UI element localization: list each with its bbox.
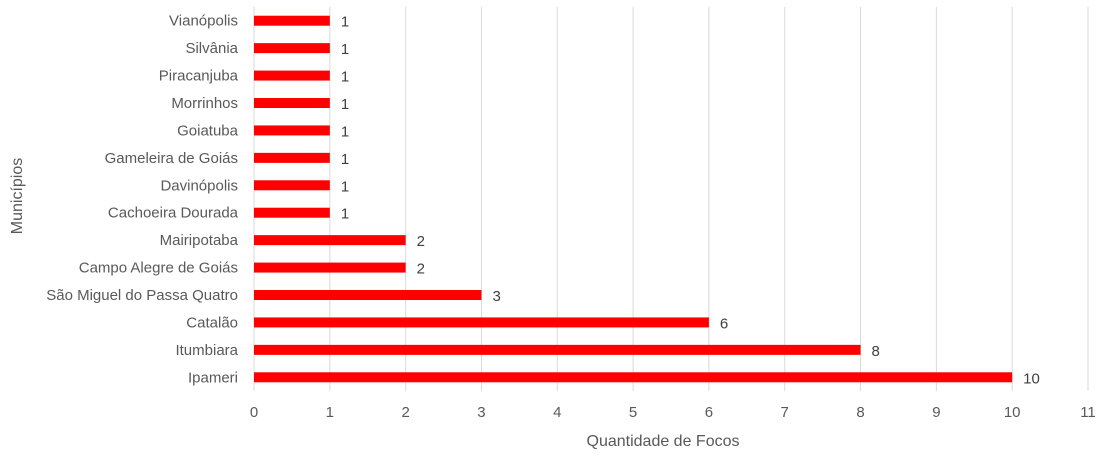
x-tick-label: 4 (553, 404, 561, 421)
data-label: 3 (492, 288, 500, 305)
data-label: 1 (341, 151, 349, 168)
bar (254, 317, 709, 328)
x-tick-label: 1 (326, 404, 334, 421)
x-tick-label: 7 (781, 404, 789, 421)
category-label: Ipameri (188, 369, 238, 386)
category-label: Gameleira de Goiás (105, 150, 238, 167)
bar (254, 262, 406, 273)
y-axis-title: Municípios (9, 158, 26, 234)
category-label: Goiatuba (177, 122, 239, 139)
data-label: 1 (341, 14, 349, 31)
category-label: Vianópolis (169, 13, 238, 30)
category-label: Mairipotaba (160, 232, 239, 249)
bar (254, 70, 330, 81)
category-label: Campo Alegre de Goiás (79, 260, 238, 277)
data-label: 1 (341, 96, 349, 113)
bar (254, 43, 330, 54)
category-label: Morrinhos (171, 95, 238, 112)
x-tick-label: 3 (477, 404, 485, 421)
bar (254, 15, 330, 26)
data-label: 2 (417, 261, 425, 278)
x-axis-title: Quantidade de Focos (587, 433, 740, 450)
x-tick-label: 11 (1080, 404, 1096, 421)
category-label: Davinópolis (160, 177, 238, 194)
bar (254, 372, 1013, 383)
x-tick-label: 8 (856, 404, 864, 421)
bar (254, 207, 330, 218)
category-label: Catalão (186, 314, 238, 331)
bar (254, 344, 861, 355)
category-label: Itumbiara (175, 342, 238, 359)
data-label: 8 (872, 343, 880, 360)
data-label: 1 (341, 69, 349, 86)
x-tick-label: 2 (401, 404, 409, 421)
category-label: São Miguel do Passa Quatro (46, 287, 238, 304)
data-label: 10 (1023, 370, 1040, 387)
bar (254, 290, 482, 300)
category-label: Silvânia (185, 40, 238, 57)
bar (254, 235, 406, 246)
x-tick-labels: 0 1 2 3 4 5 6 7 8 9 10 11 (250, 404, 1096, 421)
x-tick-label: 6 (705, 404, 713, 421)
data-label: 6 (720, 315, 728, 332)
x-tick-label: 0 (250, 404, 258, 421)
bar (254, 125, 330, 136)
bars (254, 15, 1013, 383)
category-label: Piracanjuba (159, 68, 239, 85)
gridlines (253, 7, 1089, 391)
bar (254, 98, 330, 108)
bar (254, 152, 330, 163)
x-tick-label: 10 (1004, 404, 1021, 421)
data-labels: 10 8 6 3 2 2 1 1 1 1 1 1 1 1 (341, 14, 1040, 388)
category-label: Cachoeira Dourada (108, 205, 239, 222)
x-tick-label: 5 (629, 404, 637, 421)
data-label: 1 (341, 123, 349, 140)
data-label: 1 (341, 206, 349, 223)
data-label: 2 (417, 233, 425, 250)
x-tick-label: 9 (932, 404, 940, 421)
bar (254, 180, 330, 191)
category-labels: Ipameri Itumbiara Catalão São Miguel do Pas… (46, 13, 238, 387)
data-label: 1 (341, 178, 349, 195)
data-label: 1 (341, 41, 349, 58)
